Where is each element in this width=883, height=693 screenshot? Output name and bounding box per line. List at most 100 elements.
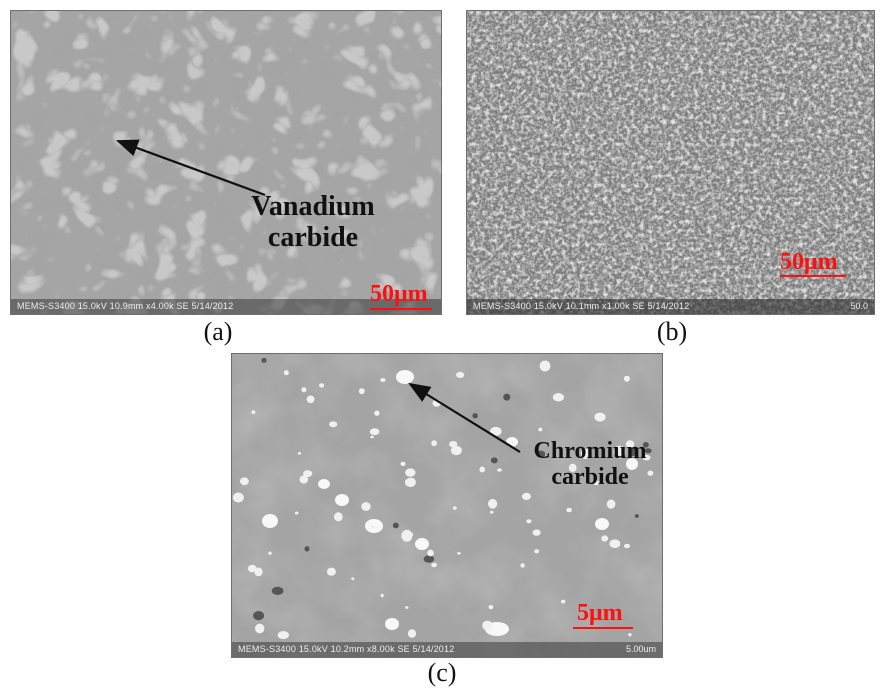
carbide-particle — [240, 477, 249, 486]
carbide-particle — [232, 492, 244, 503]
carbide-particle — [277, 631, 289, 640]
sem-image-b-texture — [467, 11, 874, 314]
carbide-particle — [253, 611, 265, 621]
carbide-particle — [482, 620, 493, 631]
carbide-particle — [374, 410, 380, 416]
carbide-particle — [385, 618, 399, 630]
carbide-particle — [301, 387, 307, 393]
carbide-particle — [580, 448, 591, 459]
carbide-particle — [268, 551, 272, 555]
carbide-particle — [380, 593, 384, 598]
vanadium-carbide-arrow — [115, 139, 266, 197]
carbide-particle — [449, 441, 458, 448]
carbide-particle — [606, 499, 616, 509]
carbide-particle — [503, 393, 511, 401]
sem-metadata-c-right: 5.00um — [625, 644, 656, 654]
sem-metadata-b-right: 50.0 — [850, 301, 868, 311]
carbide-particle — [536, 450, 546, 458]
carbide-particle — [594, 412, 606, 422]
carbide-particle — [539, 360, 551, 372]
carbide-particle — [489, 510, 494, 514]
carbide-particle — [400, 461, 406, 466]
carbide-particle — [401, 529, 413, 542]
scale-label-a: 50μm — [370, 281, 428, 307]
carbide-particle — [319, 383, 325, 388]
carbide-particle — [333, 512, 343, 522]
carbide-particle — [405, 477, 416, 487]
sem-image-c-texture — [232, 354, 662, 657]
carbide-particle — [497, 468, 502, 472]
carbide-particle — [427, 549, 434, 557]
caption-c: (c) — [427, 658, 457, 687]
carbide-particle — [479, 466, 485, 473]
sem-metadata-c: MEMS-S3400 15.0kV 10.2mm x8.00k SE 5/14/… — [238, 644, 455, 654]
chromium-carbide-particles — [232, 357, 654, 640]
carbide-particle — [303, 470, 313, 477]
carbide-particle — [271, 586, 284, 595]
carbide-particle — [255, 623, 265, 634]
carbide-particle — [297, 452, 302, 455]
carbide-particle — [644, 448, 652, 454]
carbide-particle — [415, 538, 429, 550]
carbide-particle — [488, 605, 494, 610]
carbide-particle — [626, 458, 638, 470]
carbide-particle — [405, 468, 416, 477]
carbide-particle — [609, 539, 621, 548]
scale-label-b: 50μm — [780, 249, 838, 275]
sem-image-c: MEMS-S3400 15.0kV 10.2mm x8.00k SE 5/14/… — [231, 353, 663, 658]
carbide-particle — [335, 494, 349, 506]
sem-image-a: MEMS-S3400 15.0kV 10.9mm x4.00k SE 5/14/… — [10, 10, 442, 315]
caption-b: (b) — [656, 317, 688, 346]
scale-bar-a — [370, 308, 432, 310]
carbide-particle — [624, 543, 630, 549]
sem-metadata-a: MEMS-S3400 15.0kV 10.9mm x4.00k SE 5/14/… — [17, 301, 234, 311]
carbide-particle — [625, 440, 635, 449]
carbide-particle — [247, 564, 257, 573]
carbide-particle — [568, 463, 577, 472]
carbide-particle — [560, 599, 566, 604]
carbide-particle — [371, 525, 375, 529]
vanadium-carbide-label: Vanadium carbide — [228, 191, 398, 254]
carbide-particle — [643, 442, 649, 448]
carbide-particle — [601, 535, 609, 542]
sem-image-b: MEMS-S3400 15.0kV 10.1mm x1.00k SE 5/14/… — [466, 10, 875, 315]
carbide-particle — [456, 371, 465, 378]
carbide-particle — [613, 445, 626, 459]
carbide-particle — [520, 563, 525, 568]
carbide-particle — [538, 427, 543, 432]
carbide-particle — [534, 549, 540, 554]
carbide-particle — [326, 567, 336, 576]
carbide-particle — [452, 506, 457, 510]
chromium-carbide-label-line1: Chromium — [533, 438, 647, 464]
carbide-particle — [306, 395, 315, 404]
chromium-carbide-label-line2: carbide — [551, 464, 629, 491]
carbide-particle — [623, 375, 630, 382]
chromium-carbide-arrow — [408, 382, 521, 453]
carbide-particle — [318, 479, 330, 489]
carbide-particle — [262, 514, 278, 528]
carbide-particle — [450, 445, 462, 456]
carbide-particle — [251, 410, 256, 415]
sem-metadata-b: MEMS-S3400 15.0kV 10.1mm x1.00k SE 5/14/… — [473, 301, 690, 311]
carbide-particle — [490, 457, 498, 464]
carbide-particle — [593, 480, 600, 486]
carbide-particle — [532, 529, 541, 536]
carbide-particle — [358, 388, 365, 395]
carbide-particle — [595, 518, 609, 530]
carbide-particle — [380, 378, 386, 382]
carbide-particle — [642, 454, 651, 461]
carbide-particle — [283, 370, 289, 376]
carbide-particle — [431, 440, 437, 447]
carbide-particle — [628, 633, 632, 637]
scale-label-c: 5μm — [577, 600, 623, 626]
carbide-particle — [628, 448, 638, 456]
carbide-particle — [472, 413, 478, 419]
carbide-particle — [405, 606, 409, 609]
caption-a: (a) — [203, 317, 233, 346]
carbide-particle — [490, 426, 502, 436]
carbide-particle — [407, 629, 417, 638]
vanadium-carbide-label-line2: carbide — [267, 221, 359, 253]
carbide-particle — [304, 546, 310, 552]
carbide-particle — [552, 393, 564, 402]
